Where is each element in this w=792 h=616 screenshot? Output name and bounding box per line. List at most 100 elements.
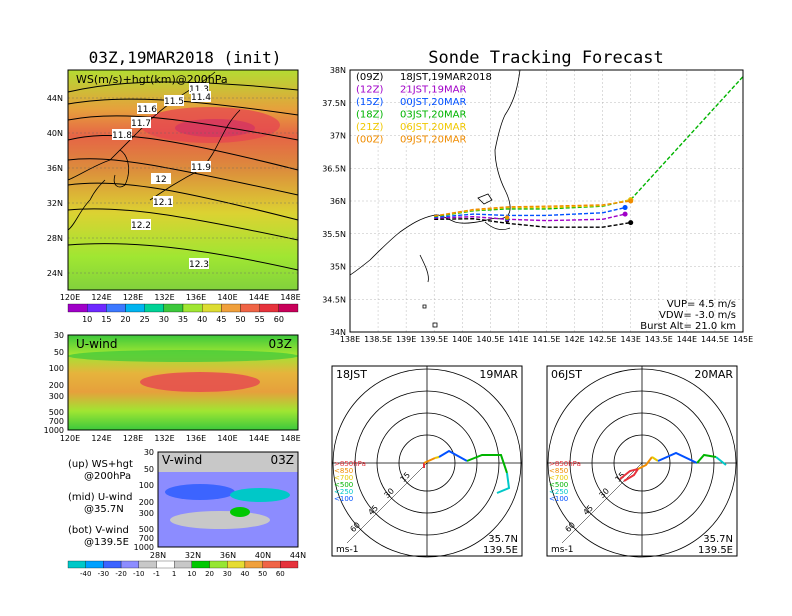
y-tick-label: 37.5N [322, 99, 346, 108]
contour-label-bg [189, 258, 209, 269]
vdw-text: VDW= -3.0 m/s [659, 310, 736, 321]
x-tick-label: 132E [154, 293, 174, 302]
track-legend: (09Z) 18JST,19MAR2018 (12Z) 21JST,19MAR (15Z… [356, 72, 492, 146]
y-tick-label: 38N [330, 66, 346, 75]
contour-label-bg [131, 117, 151, 128]
colorbar-label: 60 [274, 315, 284, 324]
colorbar-swatch [191, 560, 210, 569]
legend-text: 00JST,20MAR [400, 97, 467, 108]
x-tick-label: 40N [255, 551, 271, 560]
map-ws-hgt: WS(m/s)+hgt(km)@200hPa 11.311.5 11.411.61… [47, 69, 301, 302]
colorbar-swatch [163, 303, 184, 313]
hodo-trace [637, 456, 653, 470]
x-tick-label: 145E [733, 335, 753, 344]
y-tick-label: 35.5N [322, 230, 346, 239]
track-endpoint [622, 211, 628, 217]
y-tick-label: 40N [47, 129, 63, 138]
hodo-trace [657, 451, 698, 464]
track-line [434, 213, 626, 222]
legend-text: 18JST,19MAR2018 [400, 72, 492, 83]
colorbar-label: 55 [255, 315, 265, 324]
contour-label: 11.6 [137, 105, 157, 115]
hodo-level-label: <100 [334, 495, 353, 503]
colorbar-label: 20 [205, 570, 214, 578]
y-tick-label: 30 [54, 331, 64, 340]
x-tick-label: 144E [249, 293, 269, 302]
contour-line [67, 243, 299, 271]
colorbar-swatch [202, 303, 222, 313]
contour-label-bg [191, 91, 211, 102]
hodo-diagonal [561, 462, 643, 544]
hodo-trace [466, 454, 508, 474]
contour-label-bg [191, 161, 211, 172]
colorbar-label: 30 [159, 315, 169, 324]
y-tick-label: 100 [49, 364, 64, 373]
map1-frame [67, 69, 299, 291]
vwind-frame [157, 451, 299, 548]
colorbar-swatch [67, 303, 88, 313]
y-tick-label: 34N [330, 328, 346, 337]
colorbar-swatch [138, 560, 157, 569]
vwind-blob-4 [230, 507, 250, 517]
map1-contours [67, 81, 299, 271]
panel-notes: (up) WS+hgt@200hPa (mid) U-wind@35.7N (bot… [68, 459, 133, 548]
contour-line [67, 98, 299, 116]
colorbar-label: 50 [258, 570, 267, 578]
contour-label-bg [153, 196, 173, 207]
colorbar-swatch [125, 303, 145, 313]
y-tick-label: 200 [49, 381, 64, 390]
colorbar-swatch [120, 560, 139, 569]
x-tick-label: 120E [60, 434, 80, 443]
track-frame [349, 69, 744, 333]
colorbar-label: 60 [276, 570, 285, 578]
x-tick-label: 140E [452, 335, 472, 344]
left-title: 03Z,19MAR2018 (init) [89, 48, 282, 67]
hodo-level-label: <250 [334, 488, 353, 496]
x-tick-label: 141.5E [533, 335, 561, 344]
contour-line [67, 115, 299, 141]
coast-japan [149, 109, 241, 201]
coastline [67, 71, 241, 231]
vwind-blob-1 [165, 484, 235, 500]
colorbar-label: 25 [140, 315, 150, 324]
y-tick-label: 34.5N [322, 295, 346, 304]
contour-label-bg [131, 219, 151, 230]
vwind-blob-3 [170, 511, 270, 529]
track-endpoint [622, 205, 628, 211]
contour-label-bg [137, 103, 157, 114]
jet-core-inner [175, 119, 255, 137]
hodo-diagonal [346, 462, 428, 544]
track-line [434, 200, 631, 217]
hodo-level-label: <100 [549, 495, 568, 503]
colorbar-swatch [144, 303, 164, 313]
hodo-level-label: <250 [549, 488, 568, 496]
y-tick-label: 44N [47, 94, 63, 103]
uwind-xticks: 120E 124E 128E 132E 136E 140E 144E 148E [60, 434, 301, 443]
x-tick-label: 143.5E [645, 335, 673, 344]
colorbar-label: 30 [223, 570, 232, 578]
hodo-level-label: <850 [334, 467, 353, 475]
colorbar-swatch [174, 560, 192, 569]
colorbar-label: 35 [178, 315, 188, 324]
y-tick-label: 700 [49, 417, 64, 426]
hodo-trace [423, 457, 436, 464]
map1-xticks: 120E 124E 128E 132E 136E 140E 144E 148E [60, 293, 301, 302]
colorbar-label: -20 [115, 570, 126, 578]
colorbar-swatch [240, 303, 260, 313]
x-tick-label: 124E [91, 293, 111, 302]
colorbar-label: 45 [216, 315, 226, 324]
y-tick-label: 30 [144, 448, 154, 457]
uwind-upper [68, 350, 298, 362]
contour-label-bg [112, 129, 132, 140]
contour-label: 12.3 [189, 260, 209, 270]
colorbar-swatch [85, 560, 104, 569]
x-tick-label: 139E [396, 335, 416, 344]
x-tick-label: 144E [677, 335, 697, 344]
contour-label: 12.2 [131, 221, 151, 231]
colorbar-swatch [182, 303, 203, 313]
track-line [434, 206, 626, 219]
